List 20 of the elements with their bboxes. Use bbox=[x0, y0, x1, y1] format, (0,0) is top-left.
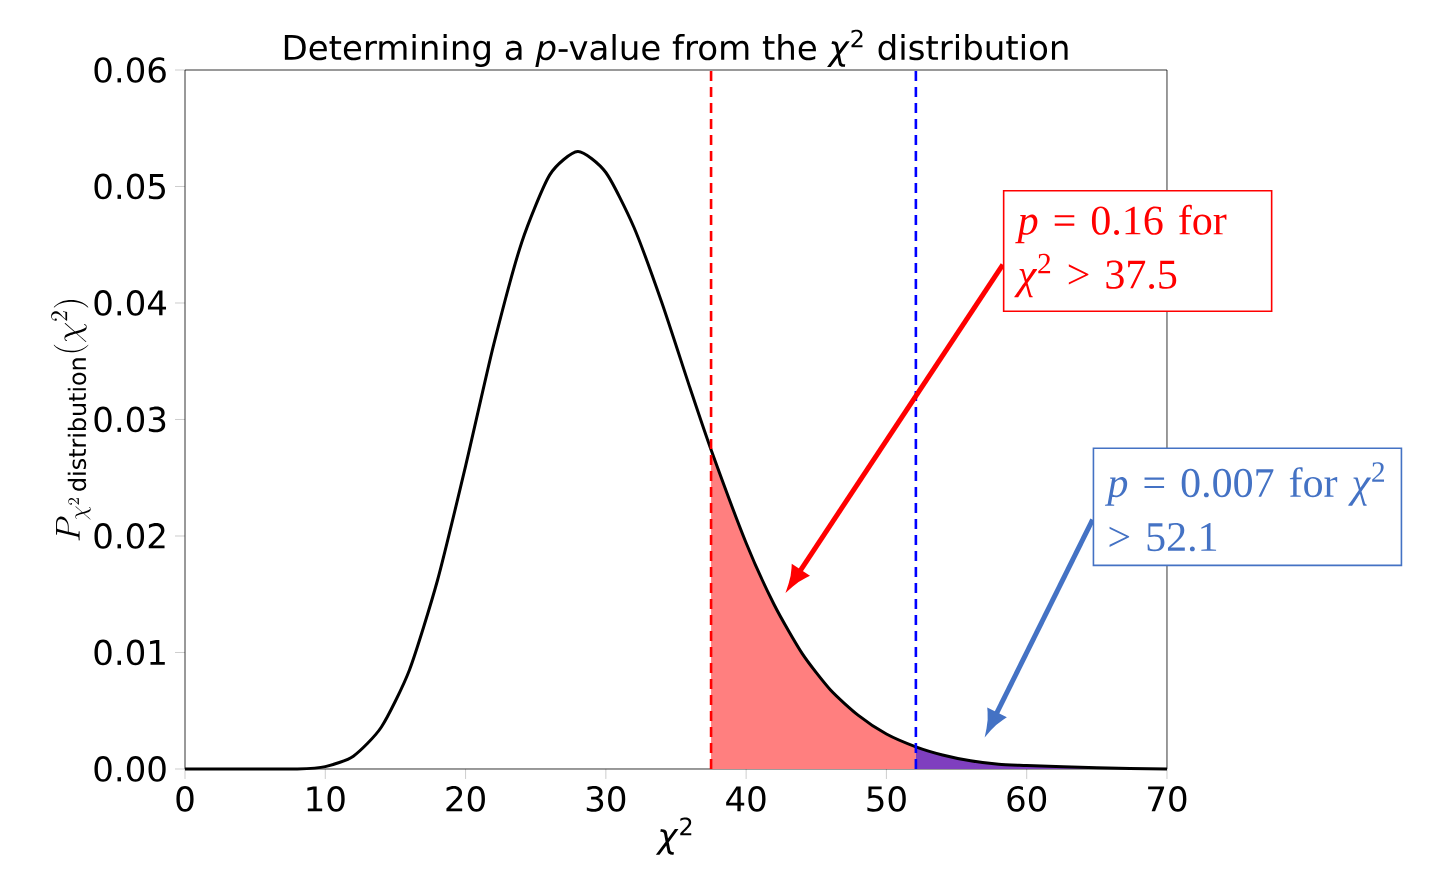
x-tick-label: 10 bbox=[307, 786, 345, 812]
y-tick-label: 0.01 bbox=[94, 639, 165, 666]
x-tick-label: 0 bbox=[176, 786, 194, 812]
y-tick-label: 0.00 bbox=[94, 756, 166, 782]
x-axis-title: χ$^{2}$ bbox=[655, 817, 692, 855]
y-tick-label: 0.02 bbox=[94, 523, 165, 549]
x-tick-label: 20 bbox=[446, 786, 485, 812]
x-tick-label: 50 bbox=[867, 786, 906, 812]
x-tick-label: 70 bbox=[1148, 786, 1187, 812]
x-tick-label: 40 bbox=[726, 786, 766, 812]
y-tick-label: 0.03 bbox=[94, 406, 166, 433]
y-axis-title: $P_{\chi^2\,\mathrm{distribution}}(\chi^2)$ bbox=[51, 300, 91, 541]
chart-title: Determining a p-value from the χ$^{2}$ distribution bbox=[284, 29, 1068, 67]
annotation: p = 0.16 for χ$^{2}$ > 37.5 bbox=[1014, 204, 1227, 298]
y-tick-label: 0.06 bbox=[94, 57, 166, 83]
x-tick-label: 60 bbox=[1007, 786, 1047, 812]
y-tick-label: 0.05 bbox=[94, 173, 165, 200]
text: p = 0.007 for χ$^{2}$ > 52.1 bbox=[1104, 462, 1385, 552]
x-tick-label: 30 bbox=[586, 786, 626, 812]
y-tick-label: 0.04 bbox=[94, 290, 167, 316]
